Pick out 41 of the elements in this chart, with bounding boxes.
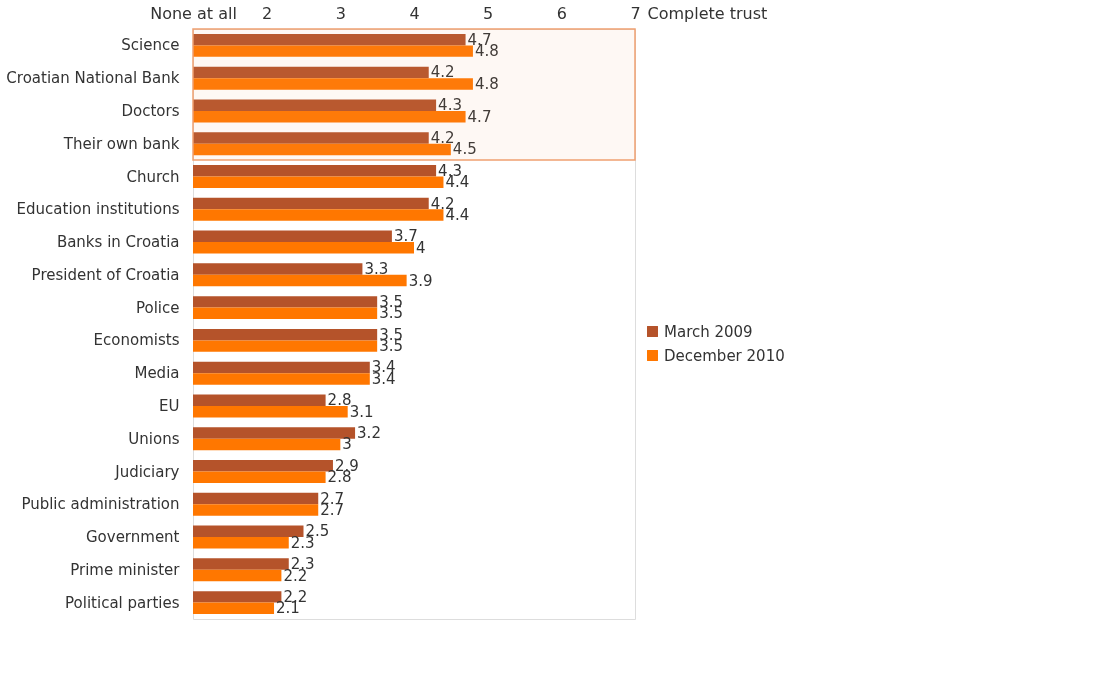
y-tick-label: Croatian National Bank [6,69,180,88]
y-tick-label: Media [134,364,180,383]
y-tick-label: Judiciary [114,462,180,481]
data-label: 3.2 [357,423,381,442]
data-label: 3.3 [364,260,389,279]
x-tick-label: 4 [409,3,420,23]
legend-label: March 2009 [664,322,753,341]
legend-label: December 2010 [664,346,785,365]
x-axis-title: Complete trust [647,3,768,23]
data-label: 4.7 [467,107,492,126]
data-label: 3 [342,435,352,454]
data-label: 4.5 [452,140,477,159]
y-tick-label: Science [121,36,180,55]
data-label: 3.7 [393,227,418,246]
y-tick-label: Prime minister [70,560,181,579]
y-tick-label: Government [85,528,180,547]
data-label: 4.2 [430,63,455,82]
y-tick-label: Doctors [121,101,180,120]
y-tick-label: Church [126,167,180,186]
y-tick-label: Political parties [65,593,180,612]
data-label: 2.8 [327,391,352,410]
x-tick-label: 6 [556,3,567,23]
y-tick-label: Education institutions [16,200,180,219]
data-label: 4.8 [474,74,499,93]
data-label: 3.9 [408,271,433,290]
y-tick-label: Public administration [21,495,180,514]
data-label: 4.2 [430,128,455,147]
data-label: 4 [416,238,426,257]
x-tick-label: 7 [630,3,641,23]
x-tick-label: 2 [262,3,273,23]
y-tick-label: Economists [93,331,180,350]
x-tick-label: 5 [483,3,494,23]
y-tick-label: President of Croatia [31,265,180,284]
x-tick-label: 3 [335,3,346,23]
y-tick-label: Unions [128,429,180,448]
y-tick-label: Banks in Croatia [56,233,180,252]
y-tick-label: EU [159,396,180,415]
y-tick-label: Police [136,298,180,317]
x-tick-label: None at all [150,3,237,23]
y-tick-label: Their own bank [62,134,180,153]
data-label: 4.3 [438,96,462,115]
